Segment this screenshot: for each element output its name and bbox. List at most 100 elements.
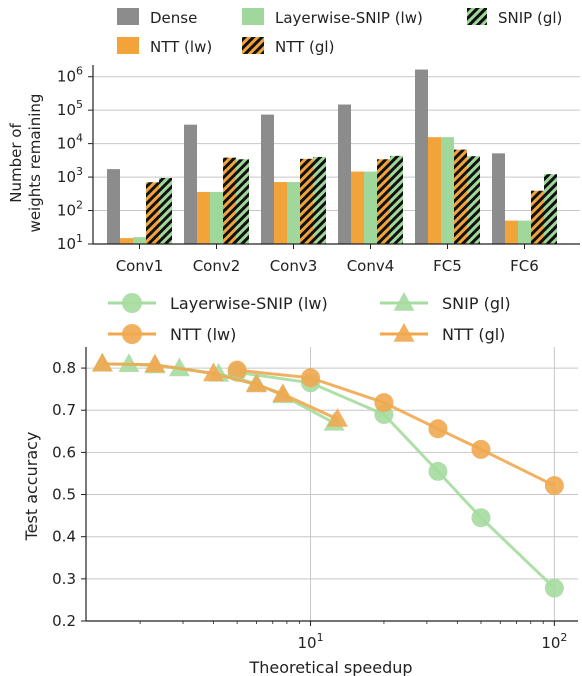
bar-hatch-ntt-gl-conv1 — [146, 182, 159, 244]
bar-x-tick-label: Conv2 — [193, 257, 241, 275]
bar-y-axis-label-line1: Number of — [7, 123, 25, 203]
point-layerwise-snip-lw — [544, 578, 564, 598]
point-ntt-lw — [227, 360, 247, 380]
line-y-axis-label: Test accuracy — [22, 432, 41, 542]
bar-hatch-snip-gl-fc6 — [544, 174, 557, 244]
line-chart: Layerwise-SNIP (lw) SNIP (gl) NTT (lw) NTT … — [22, 292, 578, 676]
legend-swatch-ntt-lw — [117, 37, 139, 54]
point-ntt-gl — [144, 353, 166, 373]
bar-dense-conv3 — [261, 114, 274, 244]
bar-x-tick-labels: Conv1 Conv2 Conv3 Conv4 FC5 FC6 — [116, 257, 539, 275]
bar-hatch-snip-gl-conv3 — [313, 156, 326, 244]
bar-chart: Dense Layerwise-SNIP (lw) SNIP (gl) NTT (lw… — [7, 8, 580, 275]
bar-layerwise-snip-lw-fc5 — [441, 137, 454, 244]
legend-marker-snip-gl — [393, 292, 415, 311]
bar-hatch-ntt-gl-conv2 — [223, 157, 236, 244]
point-ntt-gl — [245, 373, 267, 393]
legend-swatch-dense — [117, 8, 139, 25]
legend-swatch-hatch-snip-gl — [467, 8, 487, 25]
line-y-tick-label: 0.3 — [52, 570, 76, 588]
bar-series — [107, 69, 557, 245]
bar-ntt-lw-conv3 — [274, 182, 287, 244]
point-layerwise-snip-lw — [471, 508, 491, 528]
bar-dense-conv2 — [184, 124, 197, 244]
bar-x-tick-label: FC6 — [510, 257, 539, 275]
line-axes — [81, 347, 578, 626]
point-ntt-lw — [301, 368, 321, 388]
legend-label-dense: Dense — [150, 9, 197, 27]
bar-ntt-lw-fc6 — [505, 220, 518, 244]
legend-marker-ntt-gl — [393, 323, 415, 342]
bar-y-tick-labels: 101 102 103 104 105 106 — [57, 65, 83, 253]
line-x-tick-labels: 101 102 — [297, 631, 567, 652]
point-ntt-lw — [471, 439, 491, 459]
legend-label-layerwise-snip-lw: Layerwise-SNIP (lw) — [275, 9, 423, 27]
bar-dense-fc5 — [415, 69, 428, 245]
legend-label-ntt-gl: NTT (gl) — [275, 38, 334, 56]
legend-marker-ntt-lw — [122, 324, 142, 344]
bar-dense-conv1 — [107, 169, 120, 244]
legend-label-ntt-lw: NTT (lw) — [170, 325, 236, 344]
line-y-tick-label: 0.4 — [52, 528, 76, 546]
bar-hatch-ntt-gl-fc6 — [531, 190, 544, 244]
bar-ntt-lw-fc5 — [428, 137, 441, 244]
bar-hatch-snip-gl-fc5 — [467, 156, 480, 244]
line-x-tick-label: 101 — [297, 631, 323, 652]
line-legend: Layerwise-SNIP (lw) SNIP (gl) NTT (lw) NTT … — [108, 292, 511, 344]
line-y-tick-label: 0.7 — [52, 401, 76, 419]
bar-ntt-lw-conv2 — [197, 191, 210, 244]
line-y-tick-label: 0.8 — [52, 359, 76, 377]
bar-legend: Dense Layerwise-SNIP (lw) SNIP (gl) NTT (lw… — [117, 8, 562, 56]
legend-marker-layerwise-snip-lw — [122, 293, 142, 313]
legend-label-snip-gl: SNIP (gl) — [498, 9, 562, 27]
legend-swatch-hatch-ntt-gl — [242, 37, 264, 54]
bar-layerwise-snip-lw-conv2 — [210, 191, 223, 244]
bar-y-tick-label: 102 — [57, 199, 83, 220]
point-layerwise-snip-lw — [428, 461, 448, 481]
bar-hatch-snip-gl-conv4 — [390, 155, 403, 244]
line-x-axis-label: Theoretical speedup — [248, 658, 412, 676]
bar-hatch-snip-gl-conv2 — [236, 159, 249, 244]
bar-y-tick-label: 106 — [57, 65, 83, 86]
bar-x-tick-label: Conv3 — [270, 257, 318, 275]
line-y-tick-labels: 0.2 0.3 0.4 0.5 0.6 0.7 0.8 — [52, 359, 76, 630]
point-snip-gl — [168, 357, 190, 377]
point-ntt-lw — [374, 393, 394, 413]
bar-x-tick-label: FC5 — [433, 257, 462, 275]
bar-hatch-snip-gl-conv1 — [159, 177, 172, 244]
bar-layerwise-snip-lw-fc6 — [518, 220, 531, 244]
point-snip-gl — [118, 353, 140, 372]
bar-dense-fc6 — [492, 153, 505, 244]
point-ntt-lw — [544, 476, 564, 496]
line-y-tick-label: 0.6 — [52, 443, 76, 461]
bar-hatch-ntt-gl-fc5 — [454, 149, 467, 244]
bar-x-tick-label: Conv1 — [116, 257, 164, 275]
bar-x-tick-label: Conv4 — [347, 257, 395, 275]
legend-label-snip-gl: SNIP (gl) — [442, 294, 511, 313]
line-layerwise-snip-lw — [236, 370, 556, 590]
bar-hatch-ntt-gl-conv3 — [300, 158, 313, 244]
bar-dense-conv4 — [338, 104, 351, 245]
line-series — [91, 352, 564, 598]
bar-y-tick-label: 103 — [57, 165, 83, 186]
legend-label-ntt-lw: NTT (lw) — [150, 38, 212, 56]
bar-ntt-lw-conv1 — [120, 238, 133, 244]
point-ntt-gl — [327, 408, 348, 427]
line-ntt-gl — [102, 362, 339, 421]
line-y-tick-label: 0.2 — [52, 612, 76, 630]
point-ntt-lw — [428, 419, 448, 439]
point-ntt-gl — [203, 362, 224, 382]
bar-ntt-lw-conv4 — [351, 171, 364, 244]
point-ntt-gl — [91, 352, 113, 372]
bar-axes — [88, 65, 580, 249]
legend-label-ntt-gl: NTT (gl) — [442, 325, 505, 344]
line-gridlines — [86, 347, 578, 622]
line-y-tick-label: 0.5 — [52, 486, 76, 504]
bar-layerwise-snip-lw-conv4 — [364, 171, 377, 244]
bar-y-tick-label: 105 — [57, 98, 83, 119]
legend-swatch-layerwise-snip-lw — [242, 8, 264, 25]
bar-y-tick-label: 104 — [57, 132, 83, 153]
bar-y-axis-label-line2: weights remaining — [26, 94, 44, 233]
line-x-tick-label: 102 — [541, 631, 567, 652]
